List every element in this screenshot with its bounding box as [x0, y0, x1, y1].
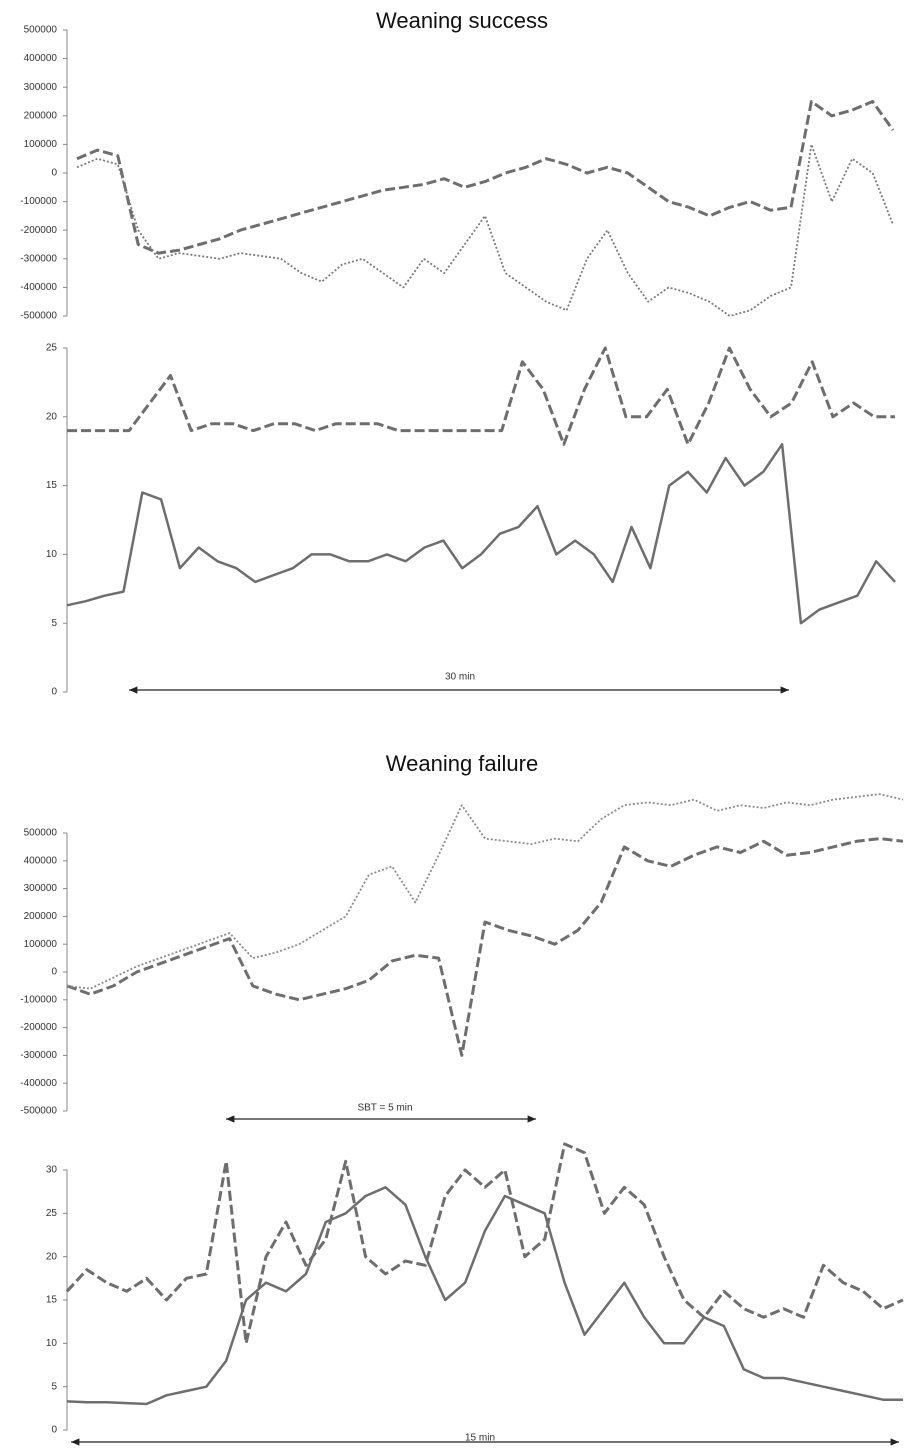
series-line — [66, 443, 896, 625]
series-line — [66, 837, 904, 1057]
y-tick-label: 400000 — [24, 855, 58, 866]
y-tick-label: 30 — [46, 1165, 58, 1176]
y-tick-label: 15 — [46, 1295, 58, 1306]
y-tick-label: -400000 — [20, 282, 57, 293]
chart-title: Weaning success — [376, 8, 548, 33]
series-line — [65, 1142, 904, 1345]
y-tick-label: 10 — [46, 549, 58, 560]
annotation: 30 min — [445, 672, 475, 683]
y-tick-label: -400000 — [20, 1078, 57, 1089]
y-tick-label: 20 — [46, 1251, 58, 1262]
series-line — [66, 1186, 903, 1406]
y-tick-label: -200000 — [20, 1022, 57, 1033]
y-tick-label: 200000 — [24, 110, 58, 121]
y-tick-label: 15 — [46, 480, 58, 491]
y-tick-label: 100000 — [24, 139, 58, 150]
series-line — [67, 346, 895, 446]
y-tick-label: 300000 — [24, 82, 58, 93]
y-tick-label: -300000 — [20, 253, 57, 264]
y-tick-label: 25 — [46, 343, 58, 354]
y-tick-label: 0 — [51, 967, 57, 978]
y-tick-label: 300000 — [24, 883, 58, 894]
y-tick-label: -100000 — [20, 994, 57, 1005]
y-tick-label: -200000 — [20, 225, 57, 236]
y-tick-label: 20 — [46, 411, 58, 422]
annotation: SBT = 5 min — [357, 1103, 412, 1114]
y-tick-label: 400000 — [24, 53, 58, 64]
y-tick-label: 5 — [51, 1381, 57, 1392]
series-line — [76, 100, 895, 255]
y-tick-label: -100000 — [20, 196, 57, 207]
y-tick-label: 500000 — [24, 25, 58, 36]
y-tick-label: 5 — [51, 618, 57, 629]
y-tick-label: 200000 — [24, 911, 58, 922]
series-line — [76, 143, 894, 317]
y-tick-label: 0 — [51, 1425, 57, 1436]
chart-title: Weaning failure — [386, 751, 538, 776]
y-tick-label: 100000 — [24, 939, 58, 950]
y-tick-label: 25 — [46, 1208, 58, 1219]
y-tick-label: -300000 — [20, 1050, 57, 1061]
y-tick-label: 500000 — [24, 828, 58, 839]
annotation: 15 min — [465, 1433, 495, 1444]
y-tick-label: -500000 — [20, 1106, 57, 1117]
y-tick-label: 0 — [51, 168, 57, 179]
y-tick-label: 10 — [46, 1338, 58, 1349]
series-line — [66, 793, 904, 990]
y-tick-label: 0 — [51, 687, 57, 698]
y-tick-label: -500000 — [20, 311, 57, 322]
